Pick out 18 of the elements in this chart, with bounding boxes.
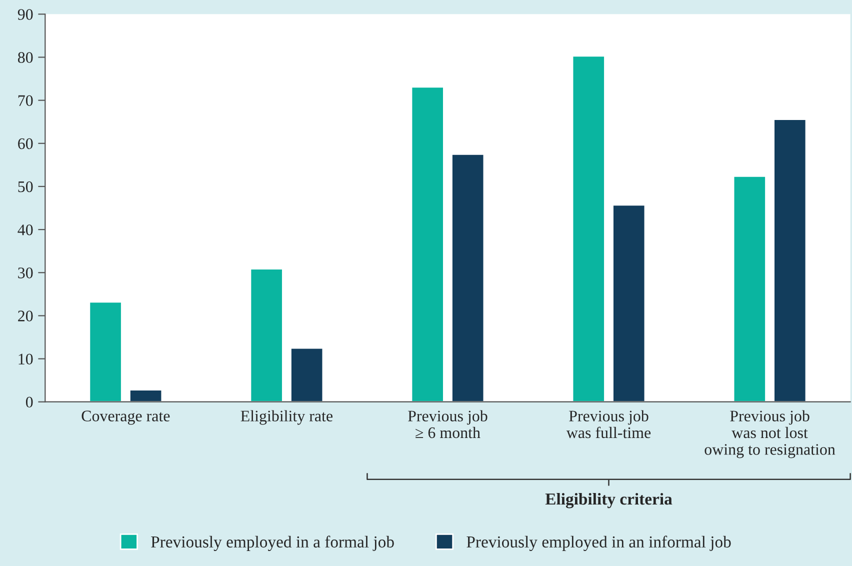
y-tick-label: 40	[18, 224, 33, 236]
x-tick-label: Previous job ≥ 6 month	[408, 410, 488, 438]
y-tick-label: 90	[18, 9, 33, 20]
legend-label: Previously employed in an informal job	[466, 536, 731, 551]
legend-label: Previously employed in a formal job	[151, 536, 394, 551]
y-tick-label: 70	[18, 95, 33, 106]
x-tick-label: Previous job was full-time	[566, 410, 651, 438]
y-tick-label: 60	[18, 138, 33, 150]
y-tick-label: 50	[18, 181, 33, 192]
text: Eligibility criteria	[545, 492, 672, 508]
y-tick-label: 20	[18, 310, 33, 322]
y-tick-label: 0	[26, 396, 33, 408]
y-tick-label: 80	[18, 52, 33, 63]
x-tick-label: Coverage rate	[82, 410, 170, 425]
y-tick-label: 30	[18, 268, 33, 278]
x-tick-label: Previous job was not lost owing to resignation	[704, 410, 836, 458]
x-tick-label: Eligibility rate	[240, 410, 332, 425]
y-tick-label: 10	[18, 354, 33, 364]
